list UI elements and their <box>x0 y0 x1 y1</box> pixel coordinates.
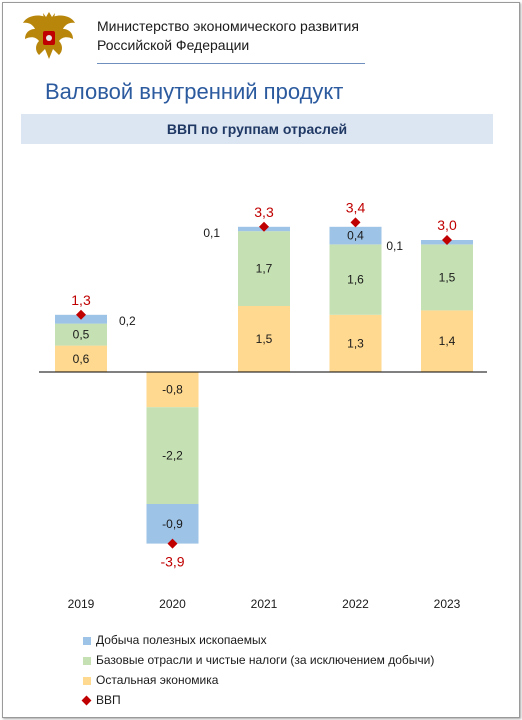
x-tick-label: 2023 <box>434 597 461 611</box>
data-label: 0,1 <box>386 239 403 253</box>
bar-segment-other <box>55 345 107 372</box>
gdp-label: 3,3 <box>254 204 274 220</box>
gdp-label: 1,3 <box>71 292 91 308</box>
data-label: 1,6 <box>347 273 364 287</box>
legend-label: ВВП <box>96 693 121 707</box>
data-label: 0,5 <box>73 328 90 342</box>
page-title: Валовой внутренний продукт <box>45 79 344 104</box>
x-tick-label: 2021 <box>251 597 278 611</box>
chart-title-band: ВВП по группам отраслей <box>21 114 493 144</box>
gdp-contribution-chart: 0,6 0,5 0,2 1,3 2019 -0,8 -2,2 -0,9 -3,9 2020 1,5 1… <box>39 199 487 611</box>
bar-segment-base <box>329 244 382 315</box>
data-label: -0,8 <box>162 383 183 397</box>
x-tick-label: 2020 <box>159 597 186 611</box>
bar-segment-base <box>146 407 199 504</box>
legend-label: Базовые отрасли и чистые налоги (за искл… <box>96 653 435 667</box>
gdp-marker <box>350 217 361 228</box>
bar-segment-other <box>146 372 199 408</box>
data-label: 0,1 <box>203 226 220 240</box>
gdp-label: -3,9 <box>160 554 184 570</box>
legend-swatch-base <box>83 657 91 665</box>
gdp-marker <box>442 235 452 245</box>
data-label: -2,2 <box>162 449 183 463</box>
data-label: 1,5 <box>439 270 456 284</box>
bar-segment-other <box>329 314 382 372</box>
data-label: 0,6 <box>73 352 90 366</box>
ministry-line-1: Министерство экономического развития <box>97 18 359 34</box>
data-label: 1,3 <box>347 336 364 350</box>
data-label: 1,4 <box>439 334 456 348</box>
data-label: 1,5 <box>256 332 273 346</box>
bar-segment-other <box>238 306 290 372</box>
legend-label: Остальная экономика <box>96 673 219 687</box>
bar-segment-base <box>421 244 473 311</box>
legend-swatch-other <box>83 677 91 685</box>
ministry-name: Министерство экономического развития Рос… <box>97 17 359 55</box>
data-label: 0,4 <box>347 229 364 243</box>
gdp-label: 3,0 <box>437 217 457 233</box>
data-label: 1,7 <box>256 262 273 276</box>
gdp-marker <box>259 221 269 232</box>
header-divider <box>97 63 365 64</box>
legend-swatch-mining <box>83 637 91 645</box>
gdp-marker <box>167 538 178 549</box>
legend-label: Добыча полезных ископаемых <box>96 633 267 647</box>
bar-segment-base <box>55 323 107 346</box>
emblem-icon <box>23 12 75 59</box>
gdp-marker <box>76 309 86 320</box>
gdp-label: 3,4 <box>346 199 366 215</box>
bar-segment-mining <box>146 504 199 544</box>
bar-segment-mining <box>329 226 382 245</box>
x-tick-label: 2019 <box>68 597 95 611</box>
data-label: -0,9 <box>162 517 183 531</box>
bar-segment-base <box>238 231 290 306</box>
ministry-line-2: Российской Федерации <box>97 37 250 53</box>
data-label: 0,2 <box>119 314 136 328</box>
x-tick-label: 2022 <box>342 597 369 611</box>
legend-diamond-gdp <box>81 695 92 706</box>
bar-segment-other <box>421 310 473 372</box>
chart-title: ВВП по группам отраслей <box>166 121 348 137</box>
